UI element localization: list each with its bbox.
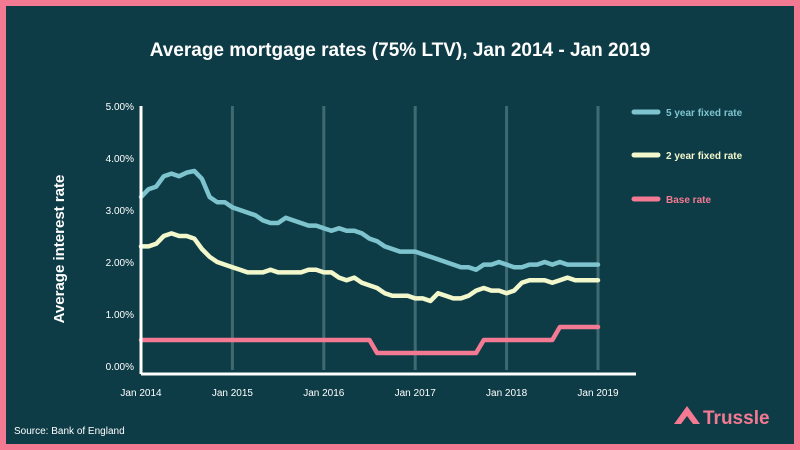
chart-title: Average mortgage rates (75% LTV), Jan 20… [150, 40, 651, 61]
y-tick-label: 4.00% [106, 154, 134, 165]
chart-frame: Average mortgage rates (75% LTV), Jan 20… [6, 6, 794, 444]
trussle-logo-icon [674, 406, 700, 424]
axes [139, 106, 636, 376]
x-tick-label: Jan 2015 [212, 388, 254, 399]
y-tick-label: 2.00% [106, 258, 134, 269]
source-note: Source: Bank of England [14, 426, 125, 437]
y-axis-label: Average interest rate [51, 175, 68, 324]
series-line-0 [138, 168, 601, 273]
grid-lines [230, 106, 600, 370]
x-tick-label: Jan 2016 [303, 388, 345, 399]
x-tick-label: Jan 2014 [120, 388, 162, 399]
line-chart: Average mortgage rates (75% LTV), Jan 20… [14, 40, 770, 437]
legend-label: 2 year fixed rate [666, 151, 743, 162]
x-tick-labels: Jan 2014 Jan 2015 Jan 2016 Jan 2017 Jan 2018… [120, 388, 619, 399]
series-line-1 [138, 231, 601, 304]
y-tick-label: 1.00% [106, 310, 134, 321]
trussle-logo: Trussle [674, 406, 770, 429]
y-tick-label: 3.00% [106, 206, 134, 217]
y-tick-labels: 0.00% 1.00% 2.00% 3.00% 4.00% 5.00% [106, 102, 134, 373]
x-tick-label: Jan 2019 [577, 388, 619, 399]
y-tick-label: 5.00% [106, 102, 134, 113]
legend-label: 5 year fixed rate [666, 108, 743, 119]
trussle-logo-text: Trussle [703, 408, 770, 429]
legend: 5 year fixed rate 2 year fixed rate Base r… [631, 108, 743, 206]
x-tick-label: Jan 2017 [395, 388, 437, 399]
x-tick-label: Jan 2018 [486, 388, 528, 399]
series-line-2 [138, 324, 601, 356]
series-lines [138, 168, 601, 356]
y-tick-label: 0.00% [106, 362, 134, 373]
legend-label: Base rate [666, 195, 711, 206]
